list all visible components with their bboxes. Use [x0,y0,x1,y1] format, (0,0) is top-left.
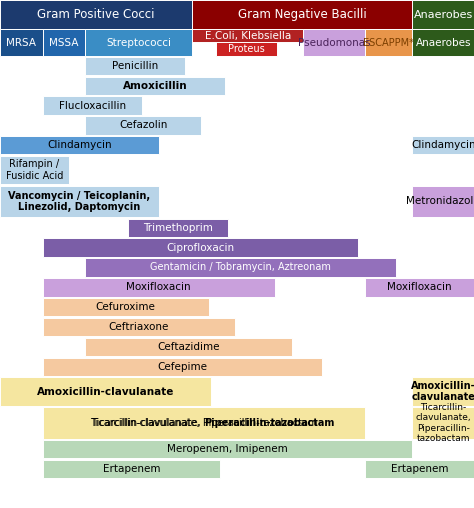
Text: Cefazolin: Cefazolin [119,120,168,131]
Bar [303,29,365,56]
Bar [412,136,474,154]
Text: Ticarcillin-clavulanate, Piperacillin-tazobactam: Ticarcillin-clavulanate, Piperacillin-ta… [90,418,318,428]
Bar [412,407,474,438]
Bar [85,29,192,56]
Text: Clindamycin: Clindamycin [411,140,474,150]
Bar [412,0,474,29]
Text: MRSA: MRSA [6,38,36,48]
Text: Gram Negative Bacilli: Gram Negative Bacilli [238,8,366,21]
Text: Metronidazole: Metronidazole [406,197,474,206]
Bar [85,258,396,277]
Text: Piperacillin-tazobactam: Piperacillin-tazobactam [204,418,334,428]
Bar [43,460,220,479]
Bar [43,407,365,438]
Text: Moxifloxacin: Moxifloxacin [127,282,191,292]
Text: Ceftriaxone: Ceftriaxone [109,322,169,332]
Text: Ceftazidime: Ceftazidime [157,342,219,352]
Bar [43,298,209,316]
Text: Meropenem, Imipenem: Meropenem, Imipenem [167,444,288,454]
Text: Penicillin: Penicillin [112,61,158,71]
Text: Moxifloxacin: Moxifloxacin [387,282,452,292]
Bar [85,338,292,356]
Bar [365,29,412,56]
Bar [43,440,412,458]
Text: Amoxicillin: Amoxicillin [123,81,188,91]
Bar [412,186,474,217]
Bar [0,186,159,217]
Bar [412,377,474,406]
Bar [43,278,275,297]
Text: E.Coli, Klebsiella: E.Coli, Klebsiella [205,30,291,41]
Bar [43,29,85,56]
Bar [0,0,192,29]
Text: Ertapenem: Ertapenem [103,464,160,474]
Text: Anaerobes: Anaerobes [415,38,471,48]
Bar [85,77,225,95]
Bar [85,57,185,75]
Text: Proteus: Proteus [228,44,265,54]
Text: Ticarcillin-clavulanate,: Ticarcillin-clavulanate, [91,418,204,428]
Text: Streptococci: Streptococci [106,38,171,48]
Bar [365,278,474,297]
Text: Cefepime: Cefepime [157,362,208,372]
Bar [43,318,235,336]
Text: Gentamicin / Tobramycin, Aztreonam: Gentamicin / Tobramycin, Aztreonam [150,263,331,272]
Bar [0,136,159,154]
Bar [0,156,69,184]
Bar [192,0,412,29]
Bar [412,29,474,56]
Bar [192,29,303,42]
Bar [43,358,322,376]
Text: Pseudomonas: Pseudomonas [298,38,371,48]
Text: Ertapenem: Ertapenem [391,464,448,474]
Bar [0,29,43,56]
Bar [128,218,228,237]
Bar [0,377,211,406]
Text: Vancomycin / Teicoplanin,
Linezolid, Daptomycin: Vancomycin / Teicoplanin, Linezolid, Dap… [9,190,150,212]
Text: MSSA: MSSA [49,38,79,48]
Text: Anaerobes: Anaerobes [413,10,473,20]
Text: Trimethoprim: Trimethoprim [143,223,213,233]
Bar [85,116,201,135]
Text: Rifampin /
Fusidic Acid: Rifampin / Fusidic Acid [6,160,63,181]
Bar [43,238,358,257]
Text: Ciprofloxacin: Ciprofloxacin [166,243,234,252]
Text: Ticarcillin-
clavulanate,
Piperacillin-
tazobactam: Ticarcillin- clavulanate, Piperacillin- … [415,403,471,443]
Bar [43,97,142,115]
Bar [216,42,277,56]
Text: Amoxicillin-
clavulanate: Amoxicillin- clavulanate [411,381,474,402]
Text: Amoxicillin-clavulanate: Amoxicillin-clavulanate [37,387,174,397]
Text: Gram Positive Cocci: Gram Positive Cocci [37,8,155,21]
Text: Cefuroxime: Cefuroxime [96,302,155,312]
Bar [365,460,474,479]
Text: Flucloxacillin: Flucloxacillin [59,101,126,111]
Text: ESCAPPM*: ESCAPPM* [363,38,414,48]
Text: Clindamycin: Clindamycin [47,140,112,150]
